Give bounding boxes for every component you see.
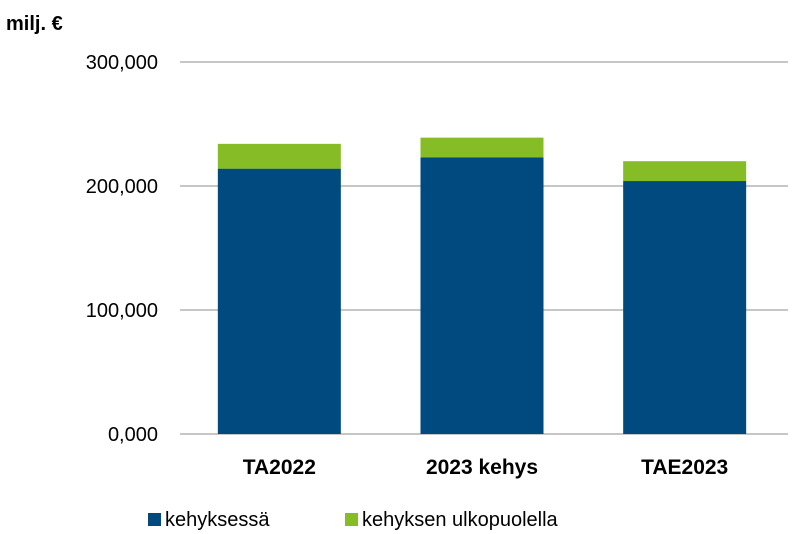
y-tick-label: 300,000 — [86, 52, 158, 74]
bar-segment-kehyksen-ulkopuolella — [217, 143, 341, 169]
bar-segment-kehyksen-ulkopuolella — [623, 161, 747, 182]
bar-segment-kehyksessa — [623, 181, 747, 434]
legend-label: kehyksessä — [165, 509, 270, 531]
y-tick-label: 0,000 — [108, 424, 158, 446]
y-tick-label: 200,000 — [86, 176, 158, 198]
y-tick-label: 100,000 — [86, 300, 158, 322]
x-tick-label: TA2022 — [243, 456, 316, 479]
bar-segment-kehyksen-ulkopuolella — [420, 137, 544, 158]
legend-label: kehyksen ulkopuolella — [362, 509, 559, 531]
x-tick-label: 2023 kehys — [426, 456, 538, 479]
legend-swatch — [148, 513, 161, 526]
x-axis-labels: TA2022 2023 kehys TAE2023 — [243, 456, 728, 479]
x-tick-label: TAE2023 — [641, 456, 728, 479]
legend-swatch — [345, 513, 358, 526]
bar-segment-kehyksessa — [420, 157, 544, 435]
bars — [217, 137, 747, 435]
bar-segment-kehyksessa — [217, 168, 341, 434]
legend: kehyksessä kehyksen ulkopuolella — [148, 509, 559, 531]
unit-label: milj. € — [6, 13, 63, 35]
y-axis-ticks: 0,000 100,000 200,000 300,000 — [86, 52, 158, 446]
